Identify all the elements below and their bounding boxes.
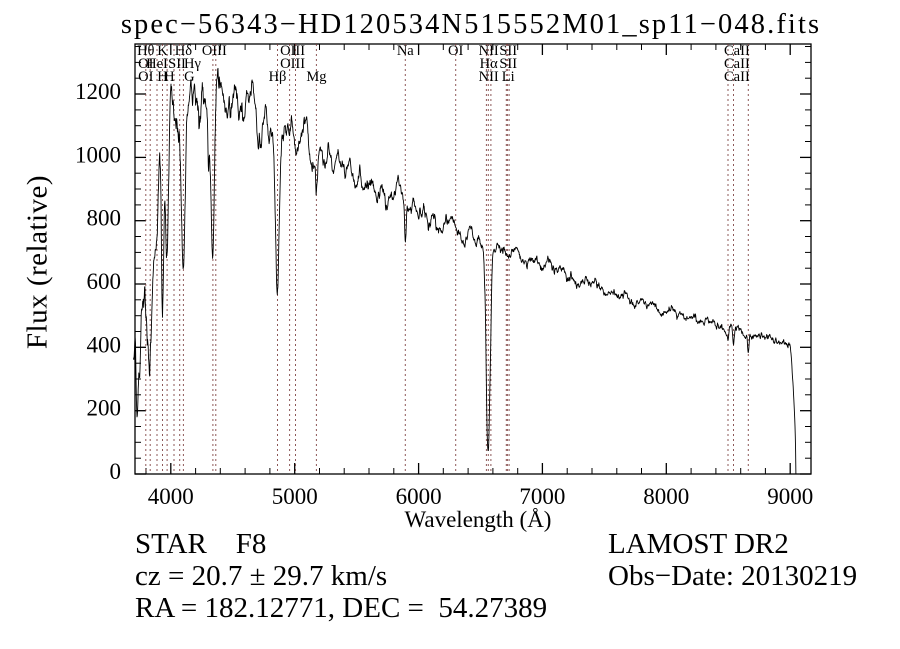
svg-text:1200: 1200 — [75, 79, 121, 104]
svg-text:0: 0 — [110, 459, 122, 484]
svg-text:H: H — [164, 69, 175, 85]
svg-text:600: 600 — [87, 269, 122, 294]
svg-text:OI: OI — [138, 69, 153, 85]
svg-text:Mg: Mg — [306, 69, 326, 85]
svg-text:G: G — [184, 69, 195, 85]
svg-text:NII: NII — [479, 69, 499, 85]
svg-text:7000: 7000 — [519, 484, 565, 509]
svg-text:200: 200 — [87, 396, 122, 421]
svg-text:Na: Na — [397, 43, 414, 59]
svg-text:1000: 1000 — [75, 142, 121, 167]
svg-text:8000: 8000 — [643, 484, 689, 509]
svg-text:4000: 4000 — [148, 484, 194, 509]
svg-text:400: 400 — [87, 332, 122, 357]
svg-text:6000: 6000 — [396, 484, 442, 509]
svg-text:Hβ: Hβ — [269, 69, 287, 85]
svg-text:800: 800 — [87, 206, 122, 231]
svg-text:5000: 5000 — [272, 484, 318, 509]
svg-text:Li: Li — [502, 69, 515, 85]
svg-text:OIII: OIII — [202, 43, 227, 59]
svg-text:CaII: CaII — [724, 69, 750, 85]
svg-text:OI: OI — [448, 43, 463, 59]
svg-text:9000: 9000 — [767, 484, 813, 509]
